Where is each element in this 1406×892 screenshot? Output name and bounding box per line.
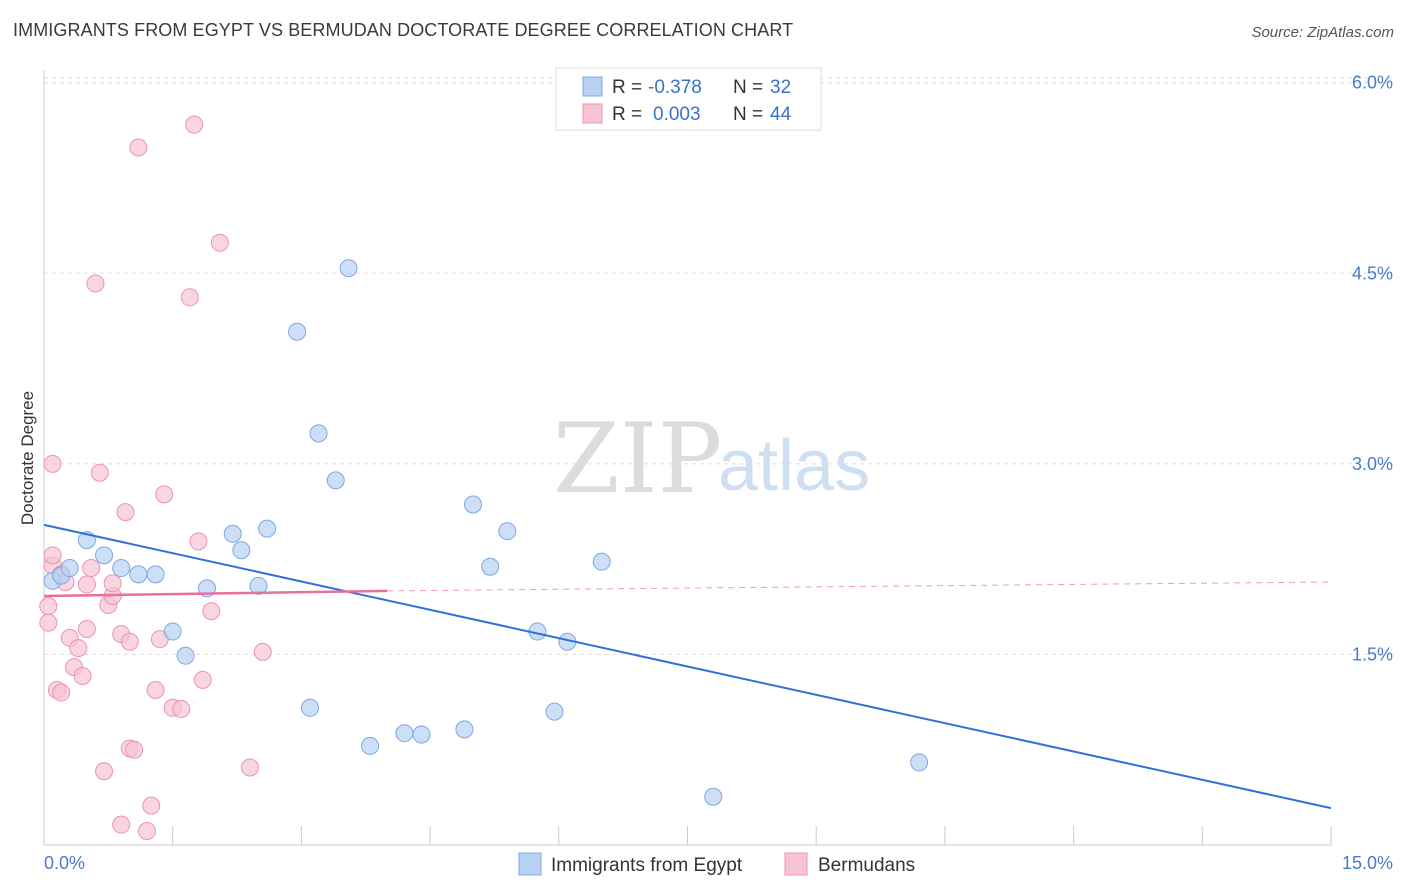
y-tick-label-0: 1.5% xyxy=(1352,644,1393,664)
egypt-point xyxy=(592,552,611,571)
bermudans-point xyxy=(86,274,105,293)
egypt-point xyxy=(361,736,380,755)
egypt-point xyxy=(455,720,474,739)
bermudans-point xyxy=(137,822,156,841)
bermudans-point xyxy=(43,454,62,473)
egypt-point xyxy=(910,753,929,772)
legend-n-value-bermudans: 44 xyxy=(770,104,792,125)
bermudans-point xyxy=(185,115,204,134)
y-tick-labels: 1.5% 3.0% 4.5% 6.0% xyxy=(1352,73,1393,665)
legend-n-label-egypt: N = xyxy=(733,77,763,98)
bermudans-point xyxy=(69,639,88,658)
bermudans-point xyxy=(95,762,114,781)
bermudans-point xyxy=(77,620,96,639)
bermudans-point xyxy=(180,288,199,307)
bottom-legend-label-bermudans: Bermudans xyxy=(818,855,915,876)
y-tick-label-1: 3.0% xyxy=(1352,454,1393,474)
bermudans-point xyxy=(116,503,135,522)
bermudans-point xyxy=(90,463,109,482)
series-bermudans-points xyxy=(39,115,272,841)
egypt-point xyxy=(498,522,517,541)
egypt-point xyxy=(95,546,114,565)
egypt-point xyxy=(326,471,345,490)
egypt-point xyxy=(223,524,242,543)
legend-r-label-egypt: R = xyxy=(612,77,642,98)
egypt-point xyxy=(412,725,431,744)
egypt-point xyxy=(481,557,500,576)
bermudans-point xyxy=(43,546,62,565)
bottom-legend-swatch-egypt xyxy=(518,852,542,876)
bermudans-point xyxy=(155,485,174,504)
egypt-point xyxy=(339,259,358,278)
stats-legend: R = -0.378 N = 32 R = 0.003 N = 44 xyxy=(555,67,822,131)
trend-line-bermudans-extension xyxy=(387,581,1332,592)
bermudans-point xyxy=(193,670,212,689)
egypt-point xyxy=(464,495,482,514)
bermudans-point xyxy=(73,667,92,686)
egypt-point xyxy=(288,322,307,341)
egypt-point xyxy=(60,559,79,578)
x-axis-ticks xyxy=(43,826,1332,845)
bermudans-point xyxy=(52,683,71,702)
bermudans-point xyxy=(39,613,58,632)
egypt-point xyxy=(704,787,723,806)
watermark-atlas: atlas xyxy=(718,426,870,506)
egypt-point xyxy=(163,622,182,641)
x-tick-label-min: 0.0% xyxy=(44,853,85,873)
bermudans-point xyxy=(112,815,131,834)
bermudans-point xyxy=(103,574,122,593)
bottom-legend-swatch-bermudans xyxy=(784,852,808,876)
legend-r-value-bermudans: 0.003 xyxy=(653,104,701,125)
chart-title: IMMIGRANTS FROM EGYPT VS BERMUDAN DOCTOR… xyxy=(13,20,794,40)
x-tick-label-max: 15.0% xyxy=(1342,853,1393,873)
bermudans-point xyxy=(82,559,101,578)
bermudans-point xyxy=(39,597,58,616)
watermark: ZIP atlas xyxy=(553,403,870,515)
egypt-point xyxy=(249,576,268,595)
legend-r-value-egypt: -0.378 xyxy=(648,77,702,98)
egypt-point xyxy=(309,424,328,443)
series-legend: Immigrants from Egypt Bermudans xyxy=(518,852,915,876)
bermudans-point xyxy=(129,138,148,157)
egypt-point xyxy=(146,565,165,584)
series-egypt-points xyxy=(43,259,929,806)
bermudans-point xyxy=(210,233,229,252)
egypt-point xyxy=(545,702,564,721)
bermudans-point xyxy=(202,602,221,621)
egypt-point xyxy=(258,519,277,538)
gridlines xyxy=(44,77,1393,655)
legend-swatch-bermudans xyxy=(582,103,603,124)
y-axis-label: Doctorate Degree xyxy=(18,391,37,525)
bermudans-point xyxy=(120,632,139,651)
trend-line-egypt xyxy=(43,523,1332,810)
bermudans-point xyxy=(253,642,272,661)
egypt-point xyxy=(129,565,148,584)
legend-swatch-egypt xyxy=(582,76,603,97)
trend-lines xyxy=(43,523,1332,810)
bermudans-point xyxy=(189,532,208,551)
bermudans-point xyxy=(240,758,259,777)
legend-n-value-egypt: 32 xyxy=(770,77,791,98)
legend-n-label-bermudans: N = xyxy=(733,104,763,125)
legend-r-label-bermudans: R = xyxy=(612,104,642,125)
egypt-point xyxy=(395,724,414,743)
bottom-legend-label-egypt: Immigrants from Egypt xyxy=(551,855,743,876)
bermudans-point xyxy=(77,575,96,594)
y-tick-label-3: 6.0% xyxy=(1352,73,1393,93)
bermudans-point xyxy=(172,700,191,719)
bermudans-point xyxy=(142,796,161,815)
y-tick-label-2: 4.5% xyxy=(1352,263,1393,283)
egypt-point xyxy=(232,541,251,560)
egypt-point xyxy=(176,646,195,665)
egypt-point xyxy=(300,698,319,717)
source-label: Source: ZipAtlas.com xyxy=(1251,24,1394,41)
egypt-point xyxy=(112,559,131,578)
bermudans-point xyxy=(146,681,165,699)
bermudans-point xyxy=(125,740,144,759)
watermark-zip: ZIP xyxy=(553,403,722,515)
trend-line-bermudans xyxy=(43,589,388,598)
